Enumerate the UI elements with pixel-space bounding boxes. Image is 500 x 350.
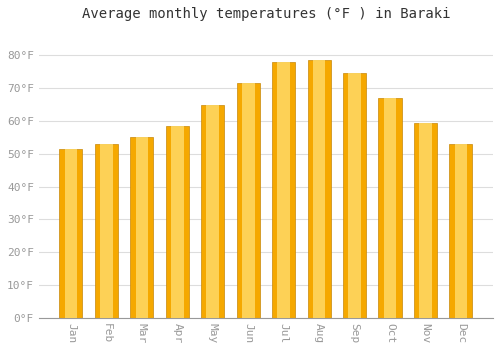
Bar: [166, 126, 189, 318]
Bar: [378, 98, 402, 318]
Bar: [171, 126, 183, 318]
Bar: [95, 144, 118, 318]
Bar: [454, 144, 467, 318]
Bar: [242, 83, 254, 318]
Bar: [60, 149, 82, 318]
Bar: [201, 105, 224, 318]
Bar: [236, 83, 260, 318]
Bar: [343, 74, 366, 318]
Bar: [100, 144, 113, 318]
Title: Average monthly temperatures (°F ) in Baraki: Average monthly temperatures (°F ) in Ba…: [82, 7, 450, 21]
Bar: [278, 62, 290, 318]
Bar: [414, 122, 437, 318]
Bar: [450, 144, 472, 318]
Bar: [419, 122, 432, 318]
Bar: [384, 98, 396, 318]
Bar: [313, 60, 326, 318]
Bar: [136, 138, 148, 318]
Bar: [206, 105, 219, 318]
Bar: [64, 149, 78, 318]
Bar: [272, 62, 295, 318]
Bar: [348, 74, 361, 318]
Bar: [130, 138, 154, 318]
Bar: [308, 60, 330, 318]
